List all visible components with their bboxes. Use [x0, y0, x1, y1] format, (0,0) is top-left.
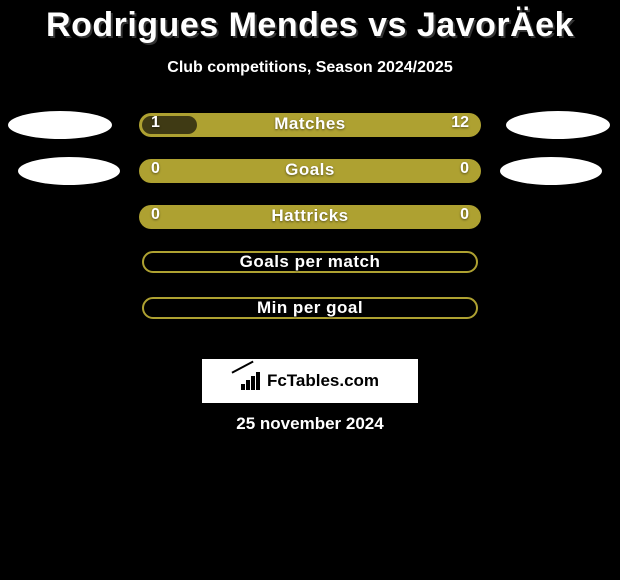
stat-row-goals: 0 Goals 0 [0, 159, 620, 183]
chart-icon [241, 372, 263, 390]
stat-bar-gpm: Goals per match [142, 251, 478, 273]
stat-label: Goals per match [144, 252, 476, 272]
stat-value-right: 0 [460, 160, 469, 178]
stat-row-mpg: Min per goal [0, 297, 620, 321]
stat-label: Hattricks [139, 206, 481, 226]
stat-bar-matches: 1 Matches 12 [139, 113, 481, 137]
stat-label: Matches [139, 114, 481, 134]
stat-label: Goals [139, 160, 481, 180]
stat-bar-mpg: Min per goal [142, 297, 478, 319]
stat-bar-hattricks: 0 Hattricks 0 [139, 205, 481, 229]
stat-value-right: 12 [451, 114, 469, 132]
date-stamp: 25 november 2024 [0, 414, 620, 434]
logo-text: FcTables.com [267, 371, 379, 391]
stat-row-hattricks: 0 Hattricks 0 [0, 205, 620, 229]
page-root: Rodrigues Mendes vs JavorÄek Club compet… [0, 6, 620, 580]
stat-label: Min per goal [144, 298, 476, 318]
logo-box[interactable]: FcTables.com [202, 359, 418, 403]
stats-rows: 1 Matches 12 0 Goals 0 0 Hattricks 0 [0, 113, 620, 321]
stat-value-right: 0 [460, 206, 469, 224]
player-avatar-right-2 [500, 157, 602, 185]
logo-inner: FcTables.com [241, 371, 379, 391]
player-avatar-left [8, 111, 112, 139]
stat-row-matches: 1 Matches 12 [0, 113, 620, 137]
player-avatar-right [506, 111, 610, 139]
player-avatar-left-2 [18, 157, 120, 185]
page-subtitle: Club competitions, Season 2024/2025 [0, 59, 620, 77]
stat-bar-goals: 0 Goals 0 [139, 159, 481, 183]
stat-row-gpm: Goals per match [0, 251, 620, 275]
page-title: Rodrigues Mendes vs JavorÄek [0, 6, 620, 45]
